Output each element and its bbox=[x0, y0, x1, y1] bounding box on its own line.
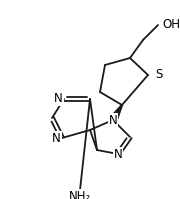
Text: N: N bbox=[114, 147, 122, 161]
Text: OH: OH bbox=[162, 19, 180, 31]
Text: N: N bbox=[54, 93, 63, 105]
Text: N: N bbox=[52, 132, 61, 144]
Polygon shape bbox=[110, 105, 122, 122]
Text: NH₂: NH₂ bbox=[69, 190, 91, 199]
Text: N: N bbox=[109, 113, 117, 127]
Text: S: S bbox=[155, 68, 162, 82]
